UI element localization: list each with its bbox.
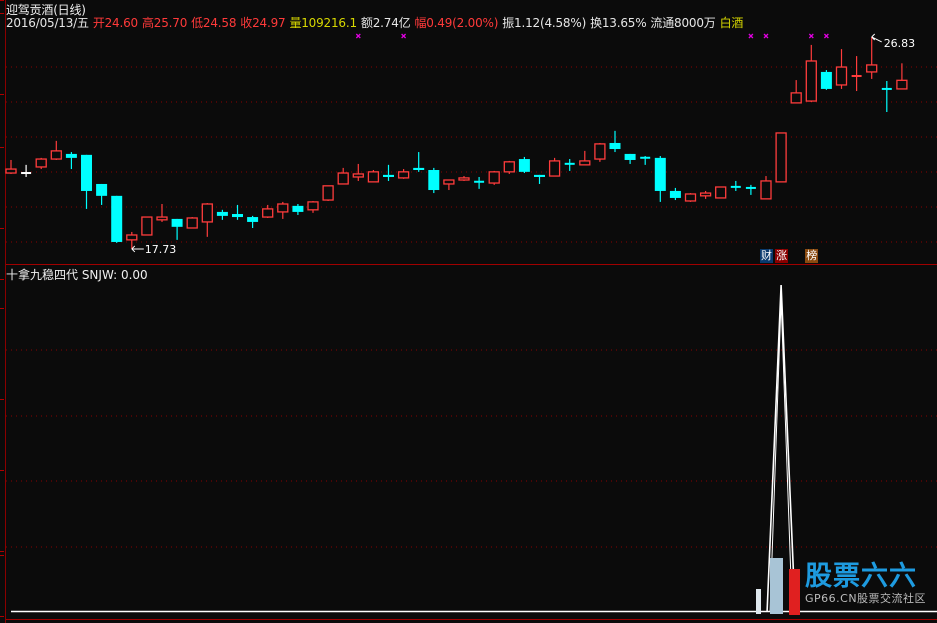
- candle-body: [277, 203, 289, 213]
- quote-volume: 量109216.1: [289, 16, 357, 30]
- left-axis-strip: [0, 0, 6, 623]
- candle-body: [896, 79, 908, 90]
- signal-marker: [355, 33, 361, 39]
- candle-body: [96, 183, 108, 196]
- quote-date: 2016/05/13/五: [6, 16, 89, 30]
- candle-body: [141, 216, 153, 236]
- candle-body: [81, 154, 92, 191]
- candle-body: [201, 203, 213, 223]
- signal-marker: [823, 33, 829, 39]
- logo-bar: [756, 589, 761, 614]
- candle-body: [760, 180, 772, 200]
- candle-body: [337, 172, 349, 185]
- quote-low: 低24.58: [191, 16, 237, 30]
- logo-sub-text: GP66.CN股票交流社区: [805, 592, 927, 605]
- candle-body: [443, 179, 455, 185]
- quote-amplitude: 振1.12(4.58%): [502, 16, 587, 30]
- candle-body: [609, 142, 621, 150]
- candle-body: [534, 174, 545, 177]
- signal-marker: [763, 33, 769, 39]
- quote-amount: 额2.74亿: [360, 16, 411, 30]
- candle-body: [775, 132, 787, 183]
- quote-change: 幅0.49(2.00%): [414, 16, 499, 30]
- signal-marker: [401, 33, 407, 39]
- candle-body: [171, 218, 183, 227]
- candle-body: [367, 171, 380, 183]
- candle-body: [715, 186, 727, 199]
- stock-title: 迎驾贡酒(日线): [6, 3, 86, 17]
- high-arrow: [871, 33, 882, 43]
- candle-body: [594, 143, 606, 160]
- quote-sector[interactable]: 白酒: [719, 16, 744, 30]
- quote-open: 开24.60: [92, 16, 138, 30]
- candle-body: [699, 192, 712, 197]
- candle-body: [156, 216, 168, 221]
- indicator-spike-inner: [769, 299, 793, 612]
- candle-body: [835, 66, 848, 86]
- candle-body: [292, 205, 304, 212]
- candle-body: [5, 168, 17, 174]
- candle-body: [866, 64, 878, 73]
- logo-bar: [770, 558, 783, 614]
- candle-body: [216, 211, 228, 216]
- candle-body: [322, 185, 334, 201]
- candle-body: [307, 201, 319, 211]
- candle-body: [35, 158, 47, 168]
- badge-finance[interactable]: 财: [760, 249, 773, 263]
- candle-body: [518, 159, 530, 172]
- candle-body: [262, 208, 274, 218]
- quote-bar: 2016/05/13/五 开24.60 高25.70 低24.58 收24.97 量109…: [6, 14, 747, 31]
- signal-marker: [748, 33, 754, 39]
- indicator-spike: [766, 284, 796, 612]
- candle-body: [383, 174, 394, 177]
- candle-body: [65, 153, 77, 158]
- candle-body: [805, 60, 817, 102]
- candle-body: [820, 71, 832, 89]
- candle-body: [397, 171, 410, 179]
- quote-float-shares: 流通8000万: [650, 16, 716, 30]
- candle-body: [50, 150, 62, 160]
- watermark-logo: 股票六六 GP66.CN股票交流社区: [805, 562, 926, 606]
- candle-body: [624, 153, 636, 160]
- badge-dragon-tiger-list[interactable]: 榜: [805, 249, 819, 263]
- candle-body: [232, 214, 243, 218]
- low-price-label: 17.73: [145, 243, 177, 256]
- candle-body: [352, 173, 364, 178]
- candle-body: [111, 195, 123, 242]
- high-price-label: 26.83: [884, 37, 916, 50]
- badge-limit-up[interactable]: 涨: [775, 249, 789, 263]
- candle-body: [413, 167, 425, 170]
- candle-body: [579, 160, 591, 166]
- candle-body: [186, 217, 198, 229]
- quote-turnover: 换13.65%: [590, 16, 647, 30]
- logo-bar: [789, 569, 800, 615]
- candle-body: [503, 161, 515, 173]
- candle-body: [684, 193, 697, 202]
- candle-body: [654, 157, 666, 191]
- candle-body: [488, 171, 500, 184]
- candle-body: [790, 92, 802, 104]
- indicator-title: 十拿九稳四代 SNJW: 0.00: [6, 268, 148, 282]
- signal-marker: [808, 33, 814, 39]
- candle-body: [247, 217, 259, 222]
- logo-main-text: 股票六六: [805, 561, 917, 592]
- candle-body: [458, 177, 470, 181]
- candle-body: [669, 190, 681, 198]
- candle-body: [126, 234, 138, 241]
- candle-body: [548, 160, 561, 177]
- candle-body: [428, 169, 440, 191]
- low-arrow: [131, 245, 144, 253]
- quote-high: 高25.70: [141, 16, 188, 30]
- quote-close: 收24.97: [240, 16, 286, 30]
